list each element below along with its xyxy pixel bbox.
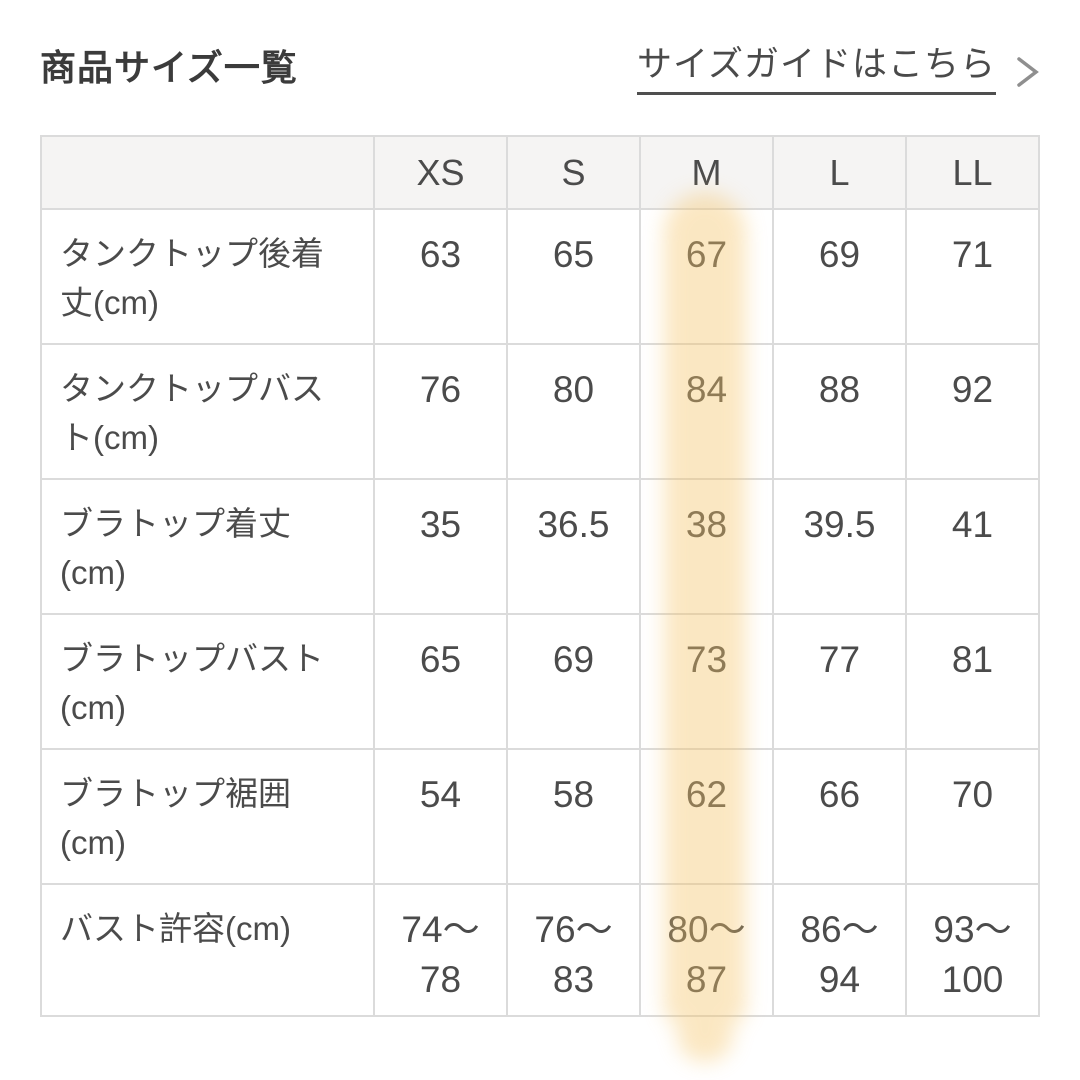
cell-s: 58 xyxy=(506,748,641,885)
chevron-right-icon xyxy=(1017,57,1039,87)
size-guide-link-label: サイズガイドはこちら xyxy=(637,45,996,95)
cell-ll: 93〜 100 xyxy=(905,883,1040,1017)
table-row-tanktop-back-length: タンクトップ後着 丈(cm) 63 65 67 69 71 xyxy=(40,208,1040,345)
table-row-bratop-hem: ブラトップ裾囲 (cm) 54 58 62 66 70 xyxy=(40,748,1040,885)
table-row-bust-allowance: バスト許容(cm) 74〜 78 76〜 83 80〜 87 86〜 94 93… xyxy=(40,883,1040,1017)
cell-ll: 70 xyxy=(905,748,1040,885)
cell-l: 66 xyxy=(772,748,907,885)
table-row-tanktop-bust: タンクトップバス ト(cm) 76 80 84 88 92 xyxy=(40,343,1040,480)
row-label: バスト許容(cm) xyxy=(40,883,375,1017)
row-label: ブラトップ裾囲 (cm) xyxy=(40,748,375,885)
row-label: ブラトップ着丈 (cm) xyxy=(40,478,375,615)
size-table: XS S M L LL タンクトップ後着 丈(cm) 63 65 67 69 7… xyxy=(40,135,1040,1017)
cell-s: 76〜 83 xyxy=(506,883,641,1017)
row-label: タンクトップバス ト(cm) xyxy=(40,343,375,480)
cell-xs: 35 xyxy=(373,478,508,615)
cell-xs: 54 xyxy=(373,748,508,885)
cell-ll: 81 xyxy=(905,613,1040,750)
cell-xs: 65 xyxy=(373,613,508,750)
column-header-s: S xyxy=(506,135,641,210)
cell-m: 80〜 87 xyxy=(639,883,774,1017)
table-row-bratop-bust: ブラトップバスト (cm) 65 69 73 77 81 xyxy=(40,613,1040,750)
column-header-blank xyxy=(40,135,375,210)
cell-l: 69 xyxy=(772,208,907,345)
cell-s: 36.5 xyxy=(506,478,641,615)
cell-s: 65 xyxy=(506,208,641,345)
cell-l: 86〜 94 xyxy=(772,883,907,1017)
cell-ll: 92 xyxy=(905,343,1040,480)
cell-l: 88 xyxy=(772,343,907,480)
cell-m: 62 xyxy=(639,748,774,885)
cell-ll: 71 xyxy=(905,208,1040,345)
column-header-l: L xyxy=(772,135,907,210)
cell-xs: 74〜 78 xyxy=(373,883,508,1017)
cell-ll: 41 xyxy=(905,478,1040,615)
row-label: タンクトップ後着 丈(cm) xyxy=(40,208,375,345)
page-title: 商品サイズ一覧 xyxy=(40,47,298,88)
column-header-m: M xyxy=(639,135,774,210)
table-row-bratop-length: ブラトップ着丈 (cm) 35 36.5 38 39.5 41 xyxy=(40,478,1040,615)
row-label: ブラトップバスト (cm) xyxy=(40,613,375,750)
cell-xs: 63 xyxy=(373,208,508,345)
cell-m: 73 xyxy=(639,613,774,750)
cell-m: 67 xyxy=(639,208,774,345)
column-header-xs: XS xyxy=(373,135,508,210)
size-guide-link[interactable]: サイズガイドはこちら xyxy=(637,45,1042,95)
cell-m: 84 xyxy=(639,343,774,480)
column-header-ll: LL xyxy=(905,135,1040,210)
cell-l: 39.5 xyxy=(772,478,907,615)
page-header: 商品サイズ一覧 サイズガイドはこちら xyxy=(40,45,1042,95)
cell-xs: 76 xyxy=(373,343,508,480)
cell-s: 69 xyxy=(506,613,641,750)
header-row: XS S M L LL xyxy=(40,135,1040,210)
cell-s: 80 xyxy=(506,343,641,480)
cell-l: 77 xyxy=(772,613,907,750)
cell-m: 38 xyxy=(639,478,774,615)
